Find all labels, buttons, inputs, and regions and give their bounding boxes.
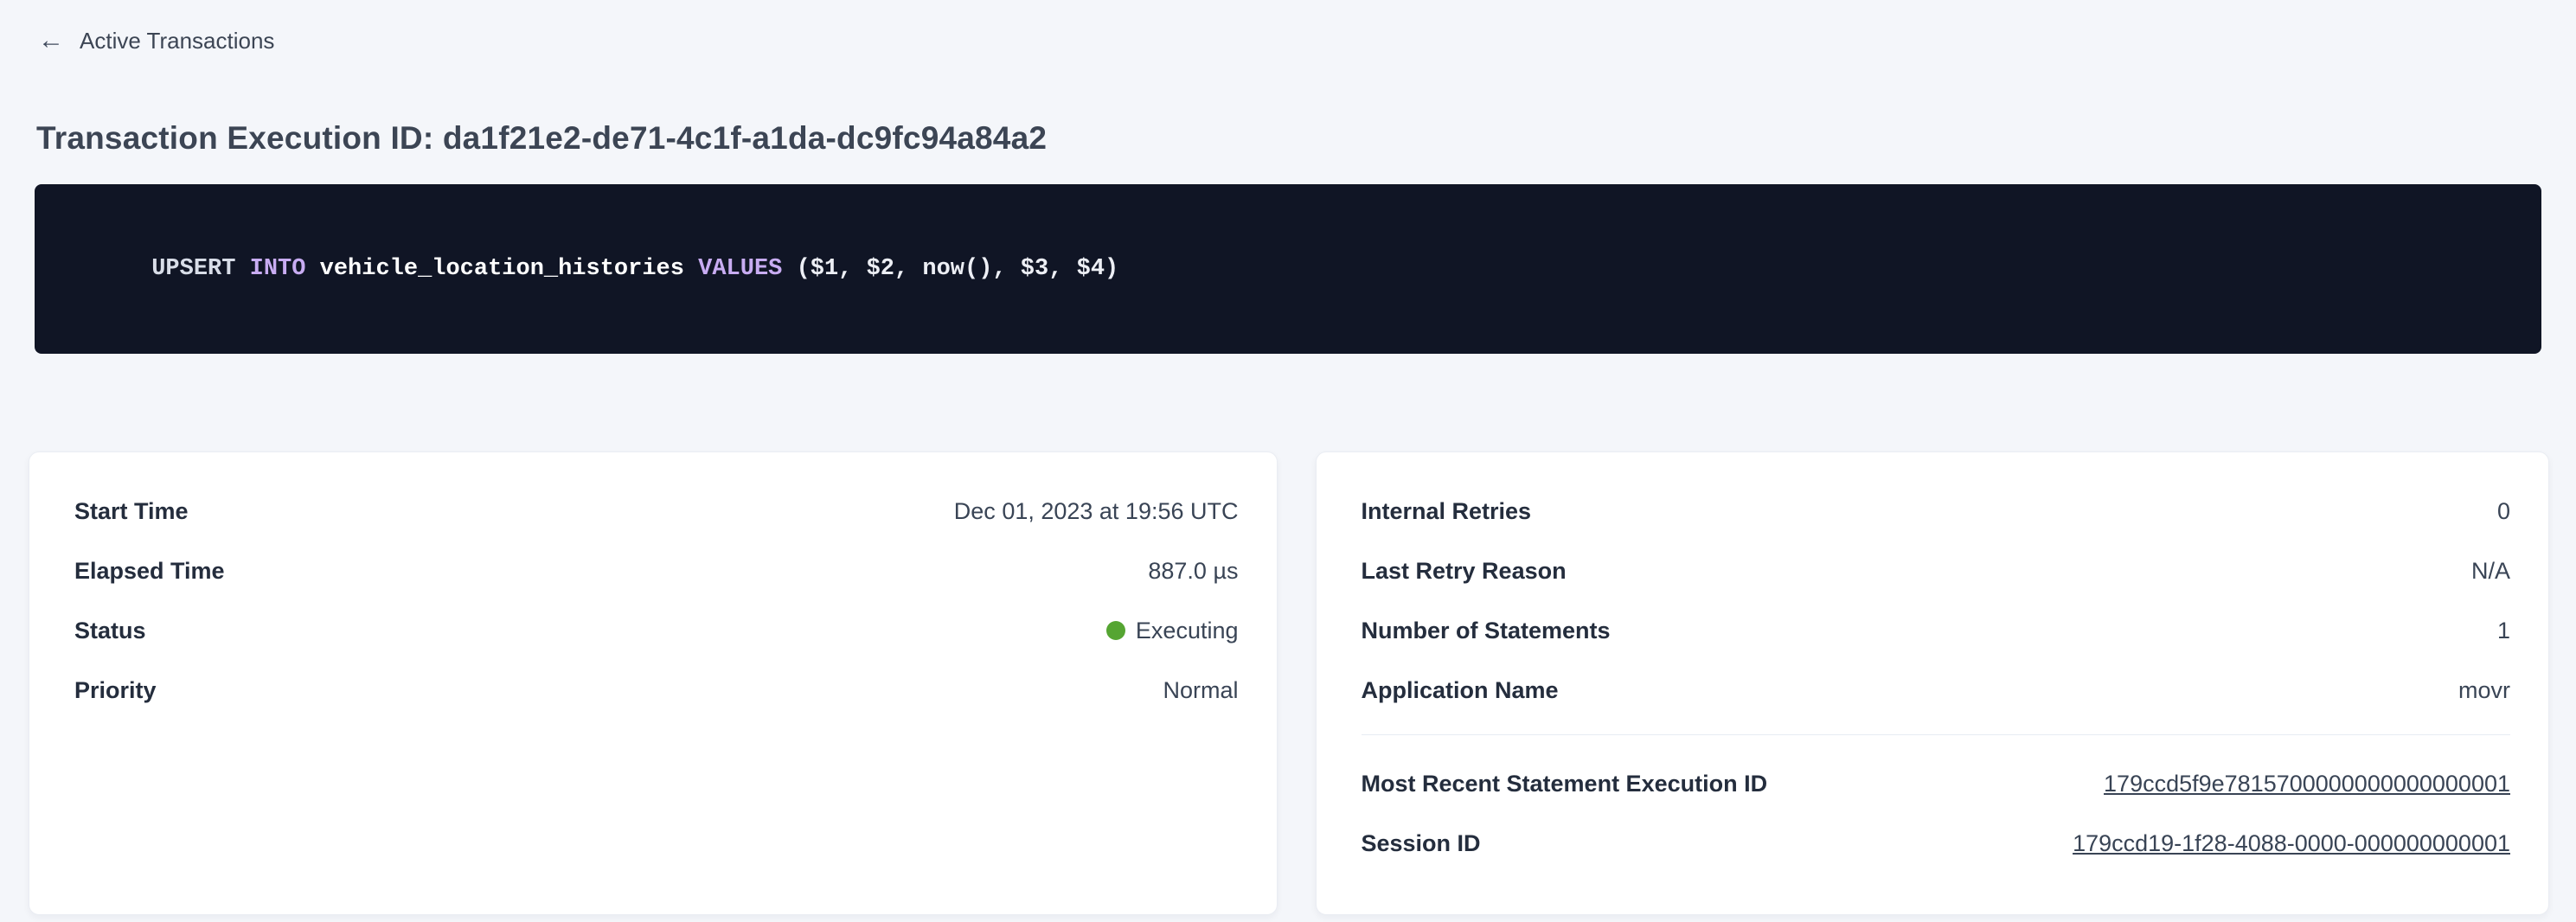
most-recent-statement-execution-id-label: Most Recent Statement Execution ID bbox=[1361, 770, 1768, 797]
internal-retries-row: Internal Retries 0 bbox=[1362, 496, 2511, 527]
start-time-label: Start Time bbox=[74, 497, 189, 524]
status-row: Status Executing bbox=[74, 615, 1239, 646]
internal-retries-label: Internal Retries bbox=[1361, 497, 1532, 524]
last-retry-reason-value: N/A bbox=[2470, 557, 2510, 584]
summary-cards: Start Time Dec 01, 2023 at 19:56 UTC Ela… bbox=[29, 451, 2549, 915]
sql-statement-box: UPSERT INTO vehicle_location_histories V… bbox=[35, 184, 2541, 354]
session-id-link[interactable]: 179ccd19-1f28-4088-0000-000000000001 bbox=[2073, 829, 2510, 856]
related-ids-section: Most Recent Statement Execution ID 179cc… bbox=[1362, 768, 2511, 859]
elapsed-time-row: Elapsed Time 887.0 µs bbox=[74, 555, 1239, 586]
most-recent-statement-execution-id-row: Most Recent Statement Execution ID 179cc… bbox=[1362, 768, 2511, 799]
session-id-label: Session ID bbox=[1361, 829, 1481, 856]
status-value-text: Executing bbox=[1135, 617, 1239, 643]
sql-statement-text: UPSERT INTO vehicle_location_histories V… bbox=[67, 227, 2509, 311]
sql-token-values: VALUES bbox=[698, 256, 797, 283]
last-retry-reason-row: Last Retry Reason N/A bbox=[1362, 555, 2511, 586]
number-of-statements-row: Number of Statements 1 bbox=[1362, 615, 2511, 646]
card-section-divider bbox=[1361, 734, 2510, 735]
page-title: Transaction Execution ID: da1f21e2-de71-… bbox=[36, 120, 1048, 156]
priority-value: Normal bbox=[1163, 676, 1239, 703]
number-of-statements-label: Number of Statements bbox=[1361, 617, 1611, 643]
application-name-label: Application Name bbox=[1361, 676, 1559, 703]
retries-and-statements-card: Internal Retries 0 Last Retry Reason N/A… bbox=[1315, 451, 2549, 915]
elapsed-time-label: Elapsed Time bbox=[74, 557, 225, 584]
back-arrow-icon: ← bbox=[38, 25, 64, 54]
priority-row: Priority Normal bbox=[74, 675, 1239, 706]
start-time-row: Start Time Dec 01, 2023 at 19:56 UTC bbox=[74, 496, 1239, 527]
last-retry-reason-label: Last Retry Reason bbox=[1361, 557, 1567, 584]
executing-status-dot-icon bbox=[1105, 621, 1125, 640]
elapsed-time-value: 887.0 µs bbox=[1148, 557, 1239, 584]
application-name-row: Application Name movr bbox=[1362, 675, 2511, 706]
start-time-value: Dec 01, 2023 at 19:56 UTC bbox=[953, 497, 1239, 524]
breadcrumb-label: Active Transactions bbox=[80, 28, 275, 54]
session-id-row: Session ID 179ccd19-1f28-4088-0000-00000… bbox=[1362, 828, 2511, 859]
application-name-value: movr bbox=[2458, 676, 2510, 703]
most-recent-statement-execution-id-link[interactable]: 179ccd5f9e7815700000000000000001 bbox=[2104, 770, 2510, 797]
priority-label: Priority bbox=[74, 676, 157, 703]
sql-token-params: ($1, $2, now(), $3, $4) bbox=[796, 256, 1119, 283]
internal-retries-value: 0 bbox=[2496, 497, 2510, 524]
number-of-statements-value: 1 bbox=[2496, 617, 2510, 643]
status-value: Executing bbox=[1105, 617, 1239, 644]
sql-token-into: INTO bbox=[249, 256, 320, 283]
transaction-summary-card: Start Time Dec 01, 2023 at 19:56 UTC Ela… bbox=[29, 451, 1278, 915]
status-label: Status bbox=[74, 617, 146, 643]
sql-token-upsert: UPSERT bbox=[151, 256, 250, 283]
sql-token-table-name: vehicle_location_histories bbox=[319, 256, 699, 283]
back-to-active-transactions-link[interactable]: ← Active Transactions bbox=[38, 25, 275, 54]
